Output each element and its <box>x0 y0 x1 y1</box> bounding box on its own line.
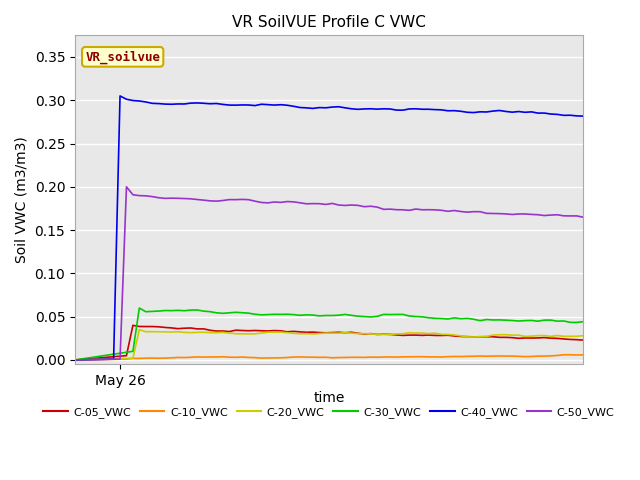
C-05_VWC <box>579 337 587 343</box>
C-10_VWC <box>399 354 407 360</box>
C-40_VWC <box>303 105 310 111</box>
C-05_VWC <box>303 329 310 335</box>
C-05_VWC <box>380 331 387 337</box>
C-40_VWC <box>425 107 433 112</box>
Text: VR_soilvue: VR_soilvue <box>85 50 160 63</box>
C-40_VWC <box>386 106 394 112</box>
C-20_VWC <box>380 332 387 337</box>
X-axis label: time: time <box>314 391 345 405</box>
Line: C-30_VWC: C-30_VWC <box>75 308 583 360</box>
Line: C-20_VWC: C-20_VWC <box>75 330 583 360</box>
C-05_VWC <box>406 332 413 338</box>
C-50_VWC <box>386 206 394 212</box>
C-10_VWC <box>296 354 304 360</box>
C-10_VWC <box>566 352 574 358</box>
C-40_VWC <box>116 93 124 99</box>
C-50_VWC <box>406 207 413 213</box>
C-30_VWC <box>71 357 79 363</box>
C-10_VWC <box>579 352 587 358</box>
C-50_VWC <box>303 201 310 207</box>
C-20_VWC <box>386 332 394 337</box>
Line: C-40_VWC: C-40_VWC <box>75 96 583 360</box>
C-10_VWC <box>373 354 381 360</box>
C-20_VWC <box>406 330 413 336</box>
C-10_VWC <box>380 354 387 360</box>
C-50_VWC <box>425 207 433 213</box>
C-05_VWC <box>129 323 137 328</box>
Line: C-50_VWC: C-50_VWC <box>75 187 583 360</box>
Line: C-05_VWC: C-05_VWC <box>75 325 583 360</box>
C-30_VWC <box>425 315 433 321</box>
C-40_VWC <box>380 106 387 112</box>
C-05_VWC <box>528 335 536 341</box>
C-50_VWC <box>123 184 131 190</box>
C-30_VWC <box>136 305 143 311</box>
C-05_VWC <box>425 332 433 338</box>
C-50_VWC <box>528 212 536 217</box>
C-30_VWC <box>386 312 394 317</box>
C-20_VWC <box>579 333 587 338</box>
Legend: C-05_VWC, C-10_VWC, C-20_VWC, C-30_VWC, C-40_VWC, C-50_VWC: C-05_VWC, C-10_VWC, C-20_VWC, C-30_VWC, … <box>39 403 619 422</box>
C-40_VWC <box>406 106 413 112</box>
C-50_VWC <box>579 214 587 220</box>
C-05_VWC <box>71 357 79 363</box>
Y-axis label: Soil VWC (m3/m3): Soil VWC (m3/m3) <box>15 136 29 263</box>
C-30_VWC <box>303 312 310 318</box>
C-50_VWC <box>71 357 79 363</box>
C-50_VWC <box>380 206 387 212</box>
C-30_VWC <box>380 312 387 317</box>
C-30_VWC <box>579 319 587 324</box>
C-10_VWC <box>419 354 426 360</box>
C-40_VWC <box>528 109 536 115</box>
C-20_VWC <box>303 331 310 336</box>
Title: VR SoilVUE Profile C VWC: VR SoilVUE Profile C VWC <box>232 15 426 30</box>
C-30_VWC <box>406 313 413 319</box>
C-40_VWC <box>71 357 79 363</box>
C-20_VWC <box>136 327 143 333</box>
C-30_VWC <box>528 318 536 324</box>
C-05_VWC <box>386 332 394 337</box>
C-10_VWC <box>521 354 529 360</box>
Line: C-10_VWC: C-10_VWC <box>75 355 583 360</box>
C-20_VWC <box>71 357 79 363</box>
C-10_VWC <box>71 357 79 363</box>
C-20_VWC <box>528 333 536 339</box>
C-20_VWC <box>425 331 433 336</box>
C-40_VWC <box>579 113 587 119</box>
